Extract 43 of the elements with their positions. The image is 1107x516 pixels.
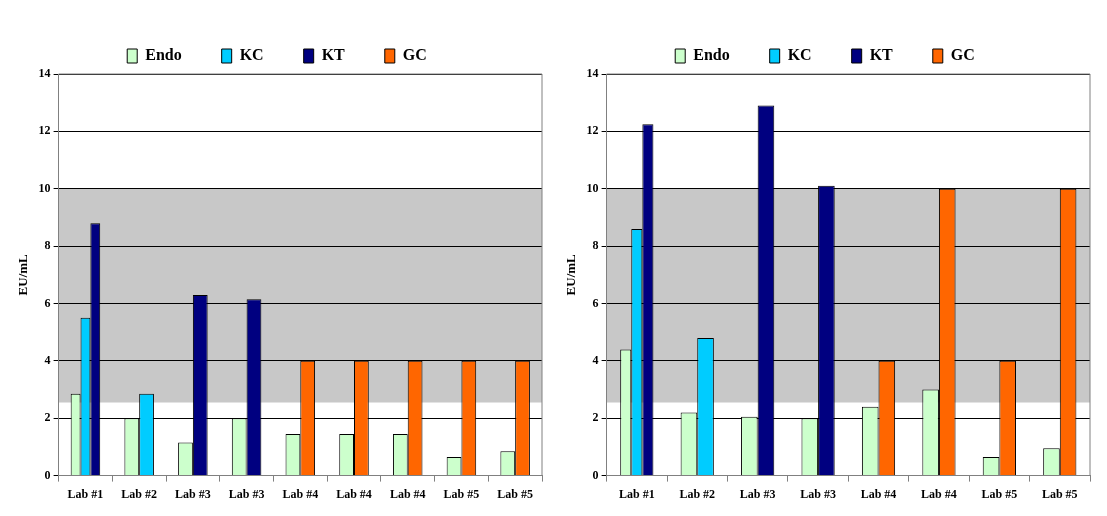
x-tick-label: Lab #5 [1041, 486, 1078, 501]
x-tick-label: Lab #5 [497, 486, 533, 501]
x-tick-label: Lab #2 [121, 486, 158, 501]
legend-label: Endo [145, 46, 182, 64]
y-tick-label: 8 [44, 238, 51, 253]
y-tick-label: 0 [44, 467, 51, 482]
y-tick-label: 2 [592, 410, 599, 425]
legend-label: Endo [693, 46, 730, 64]
y-axis-title: EU/mL [563, 253, 579, 296]
x-tick-label: Lab #3 [800, 486, 836, 501]
y-tick-label: 4 [592, 352, 599, 367]
y-tick-label: 4 [44, 352, 51, 367]
y-tick-label: 2 [44, 410, 51, 425]
y-tick-label: 12 [586, 123, 599, 138]
legend-label: KC [787, 46, 812, 64]
y-tick-label: 6 [44, 295, 51, 310]
x-tick-label: Lab #3 [739, 486, 776, 501]
legend-label: KT [869, 46, 894, 64]
y-tick-label: 12 [38, 123, 51, 138]
x-tick-label: Lab #1 [618, 486, 655, 501]
y-tick-label: 6 [592, 295, 599, 310]
y-tick-label: 10 [586, 180, 599, 195]
y-tick-label: 8 [592, 238, 599, 253]
x-tick-label: Lab #4 [336, 486, 372, 501]
x-tick-label: Lab #3 [175, 486, 211, 501]
y-tick-label: 0 [592, 467, 599, 482]
x-tick-label: Lab #4 [860, 486, 897, 501]
legend-label: GC [402, 46, 427, 64]
x-tick-label: Lab #4 [921, 486, 957, 501]
y-tick-label: 10 [38, 180, 51, 195]
y-axis-title: EU/mL [15, 253, 31, 296]
x-tick-label: Lab #5 [981, 486, 1018, 501]
legend-label: KT [321, 46, 346, 64]
legend-label: KC [239, 46, 264, 64]
legend-label: GC [950, 46, 975, 64]
x-tick-label: Lab #4 [282, 486, 319, 501]
x-tick-label: Lab #3 [228, 486, 265, 501]
x-tick-label: Lab #2 [679, 486, 716, 501]
x-tick-label: Lab #4 [389, 486, 426, 501]
y-tick-label: 14 [586, 66, 599, 81]
x-tick-label: Lab #5 [443, 486, 480, 501]
y-tick-label: 14 [38, 66, 51, 81]
x-tick-label: Lab #1 [67, 486, 104, 501]
